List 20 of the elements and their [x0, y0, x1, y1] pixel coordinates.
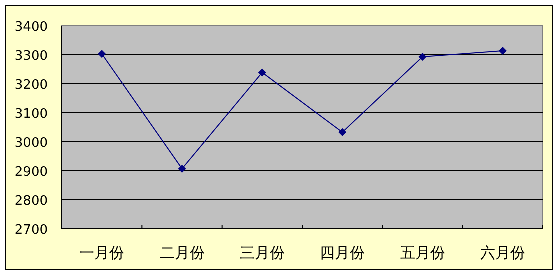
- y-tick-label: 3200: [14, 78, 48, 93]
- x-tick-label: 五月份: [400, 244, 446, 262]
- x-tick-label: 一月份: [80, 244, 125, 262]
- point: [418, 53, 427, 62]
- y-tick-label: 2800: [14, 194, 48, 209]
- y-tick-label: 2900: [14, 165, 48, 180]
- x-tick-label: 六月份: [480, 244, 526, 262]
- y-tick-label: 3300: [14, 49, 48, 64]
- point: [498, 46, 507, 55]
- y-tick-label: 2700: [14, 223, 48, 238]
- point: [98, 50, 106, 58]
- point: [178, 164, 186, 173]
- x-tick-label: 二月份: [160, 244, 205, 262]
- y-tick-label: 3100: [14, 107, 48, 122]
- x-tick-label: 三月份: [240, 244, 285, 262]
- x-tick-label: 四月份: [320, 244, 366, 262]
- point: [258, 68, 266, 77]
- y-tick-label: 3400: [14, 20, 48, 35]
- point: [338, 128, 347, 136]
- y-tick-label: 3000: [14, 136, 48, 151]
